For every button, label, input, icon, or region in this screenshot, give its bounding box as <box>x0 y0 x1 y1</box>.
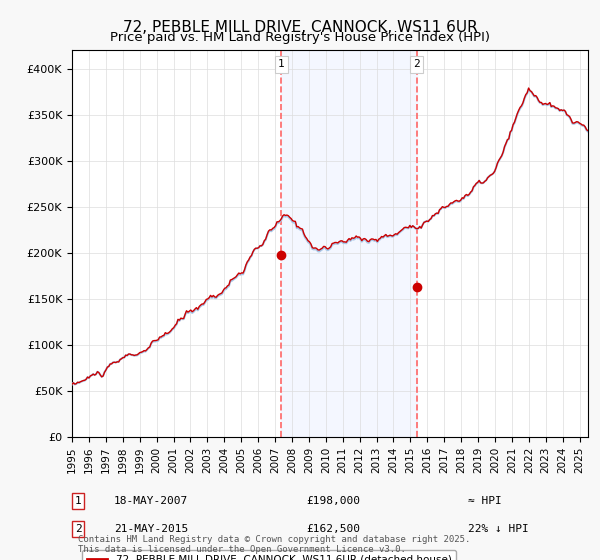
Text: 2: 2 <box>74 524 82 534</box>
Bar <box>281 50 417 437</box>
Text: Price paid vs. HM Land Registry's House Price Index (HPI): Price paid vs. HM Land Registry's House … <box>110 31 490 44</box>
Text: 21-MAY-2015: 21-MAY-2015 <box>114 524 188 534</box>
Legend: 72, PEBBLE MILL DRIVE, CANNOCK, WS11 6UR (detached house), HPI: Average price, d: 72, PEBBLE MILL DRIVE, CANNOCK, WS11 6UR… <box>82 550 456 560</box>
Text: £162,500: £162,500 <box>306 524 360 534</box>
Text: 1: 1 <box>278 59 285 69</box>
Text: £198,000: £198,000 <box>306 496 360 506</box>
Text: 2: 2 <box>413 59 420 69</box>
Text: 72, PEBBLE MILL DRIVE, CANNOCK, WS11 6UR: 72, PEBBLE MILL DRIVE, CANNOCK, WS11 6UR <box>122 20 478 35</box>
Text: Contains HM Land Registry data © Crown copyright and database right 2025.
This d: Contains HM Land Registry data © Crown c… <box>78 535 470 554</box>
Text: 22% ↓ HPI: 22% ↓ HPI <box>468 524 529 534</box>
Text: ≈ HPI: ≈ HPI <box>468 496 502 506</box>
Text: 18-MAY-2007: 18-MAY-2007 <box>114 496 188 506</box>
Text: 1: 1 <box>74 496 82 506</box>
